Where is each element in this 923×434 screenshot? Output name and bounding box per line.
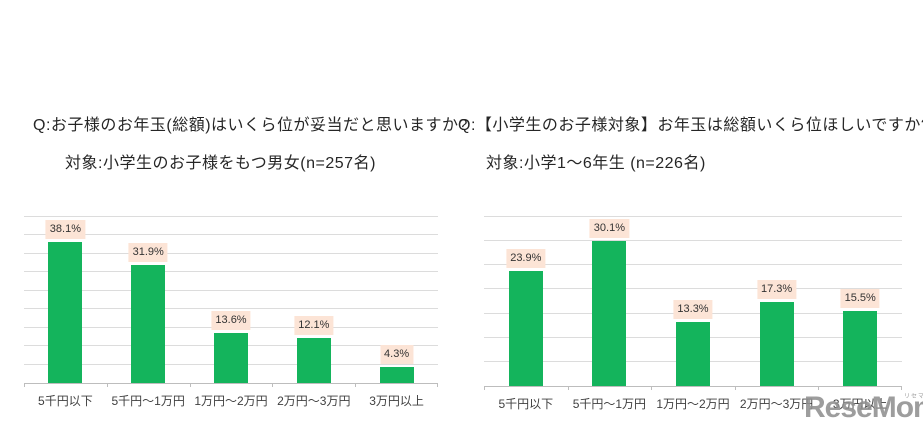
category-label: 5千円以下: [38, 394, 93, 408]
bar: [759, 302, 794, 386]
value-label: 12.1%: [294, 316, 334, 336]
gridline: [24, 216, 438, 217]
category-label: 2万円〜3万円: [739, 397, 814, 411]
bar: [131, 265, 166, 383]
axis-tick: [651, 386, 653, 390]
resemom-watermark-logo: リセマム ReseMom.: [804, 392, 923, 424]
axis-tick: [24, 383, 25, 387]
category-label: 5千円以下: [498, 397, 554, 411]
axis-tick: [189, 383, 191, 387]
resemom-logo-text: ReseMom.: [804, 391, 923, 424]
value-label: 4.3%: [380, 345, 414, 365]
value-label: 30.1%: [589, 218, 629, 238]
axis-tick: [734, 386, 736, 390]
value-label: 13.3%: [673, 299, 713, 319]
left-chart-subtitle: 対象:小学生のお子様をもつ男女(n=257名): [65, 155, 376, 172]
value-label: 17.3%: [756, 280, 797, 300]
axis-tick: [106, 383, 108, 387]
left-chart-plot-area: 38.1% 5千円以下 31.9% 5千円〜1万円 13.6% 1万円〜2万円 12.1% 2…: [24, 216, 438, 408]
axis-tick: [484, 386, 485, 390]
bar: [48, 242, 83, 383]
value-label: 15.5%: [840, 289, 880, 309]
right-chart-plot-area: 23.9% 5千円以下 30.1% 5千円〜1万円 13.3% 1万円〜2万円 17.3% 2…: [484, 216, 902, 411]
category-label: 3万円以上: [832, 397, 888, 411]
axis-tick: [818, 386, 820, 390]
gridline: [484, 288, 902, 290]
axis-tick: [437, 383, 438, 387]
value-label: 23.9%: [506, 248, 546, 268]
bar: [676, 321, 710, 386]
right-chart-subtitle: 対象:小学1〜6年生 (n=226名): [486, 155, 706, 172]
axis-tick: [901, 386, 902, 390]
bar: [508, 270, 543, 386]
bar: [296, 338, 331, 383]
gridline: [24, 271, 438, 273]
category-label: 5千円〜1万円: [111, 394, 185, 408]
axis-tick: [567, 386, 569, 390]
category-label: 2万円〜3万円: [277, 394, 351, 408]
gridline: [484, 240, 902, 242]
bar: [379, 367, 414, 383]
gridline: [24, 252, 438, 254]
bar: [214, 332, 248, 383]
resemom-ruby-text: リセマム: [904, 394, 923, 400]
category-label: 1万円〜2万円: [656, 397, 730, 411]
gridline: [484, 264, 902, 266]
gridline: [24, 234, 438, 236]
value-label: 13.6%: [211, 310, 251, 330]
category-label: 3万円以上: [369, 394, 424, 408]
value-label: 31.9%: [128, 243, 168, 263]
axis-tick: [272, 383, 274, 387]
gridline: [484, 216, 902, 217]
category-label: 1万円〜2万円: [194, 394, 268, 408]
bar: [592, 240, 627, 386]
value-label: 38.1%: [45, 220, 85, 240]
gridline: [24, 289, 438, 291]
category-label: 5千円〜1万円: [572, 397, 647, 411]
right-chart-title: Q:【小学生のお子様対象】お年玉は総額いくら位ほしいですか?: [458, 117, 923, 134]
left-chart-title: Q:お子様のお年玉(総額)はいくら位が妥当だと思いますか?: [33, 117, 468, 134]
axis-tick: [355, 383, 357, 387]
gridline: [24, 308, 438, 310]
bar: [843, 311, 878, 386]
